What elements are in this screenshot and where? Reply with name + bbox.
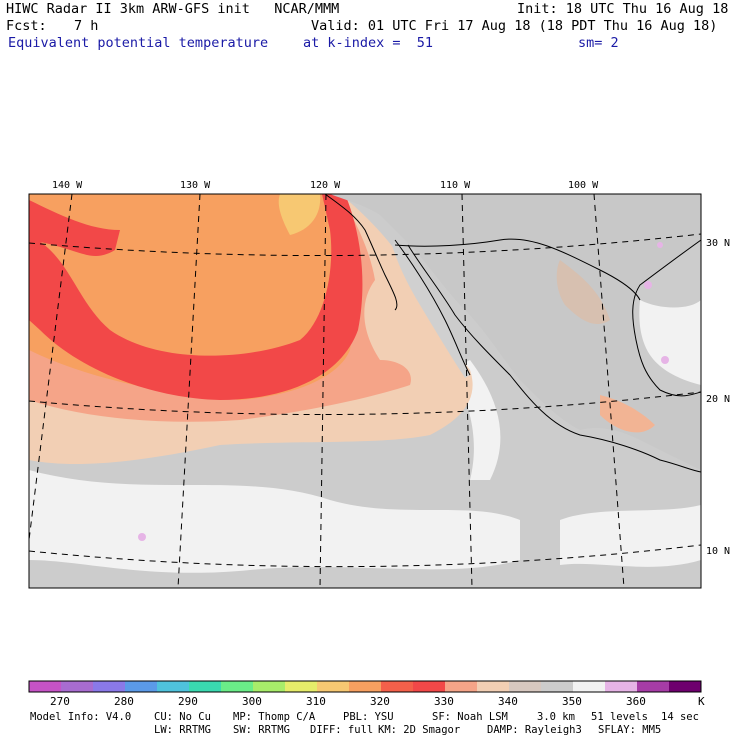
latitude-label: 10 N: [706, 546, 730, 557]
colorbar-swatch: [285, 681, 317, 692]
colorbar-swatch: [509, 681, 541, 692]
longitude-label: 100 W: [568, 180, 599, 191]
grid-resolution: 3.0 km: [537, 711, 575, 723]
model-info: Model Info: V4.0: [30, 711, 132, 723]
colorbar-swatch: [605, 681, 637, 692]
us-mexico-border: [394, 238, 641, 301]
theta-e-330-band-north: [29, 200, 120, 256]
colorbar-label: 340: [498, 695, 518, 708]
colorbar-swatch: [669, 681, 701, 692]
surface-scheme: SF: Noah LSM: [432, 711, 508, 723]
theta-e-355-speck: [644, 281, 652, 289]
colorbar: [28, 680, 702, 693]
colorbar-label: 360: [626, 695, 646, 708]
baja-west-coast: [394, 239, 471, 376]
colorbar-swatch: [381, 681, 413, 692]
colorbar-label: 320: [370, 695, 390, 708]
baja-peninsula: [392, 240, 470, 378]
cumulus-scheme: CU: No Cu: [154, 711, 211, 723]
colorbar-swatch: [157, 681, 189, 692]
theta-e-355-speck: [661, 356, 669, 364]
latitude-label: 20 N: [706, 394, 730, 405]
theta-e-330-band: [29, 194, 363, 400]
tropical-band-east: [560, 505, 701, 567]
diffusion-option: DIFF: full: [310, 724, 374, 736]
colorbar-swatch: [61, 681, 93, 692]
km-option: KM: 2D Smagor: [378, 724, 461, 736]
colorbar-swatch: [349, 681, 381, 692]
forecast-label: Fcst:: [6, 18, 47, 34]
colorbar-swatch: [93, 681, 125, 692]
colorbar-swatch: [541, 681, 573, 692]
init-time: Init: 18 UTC Thu 16 Aug 18: [517, 1, 729, 17]
land-warm-patch: [556, 260, 610, 325]
gulf-coast: [632, 239, 701, 397]
vertical-levels: 51 levels: [591, 711, 648, 723]
time-step: 14 sec: [661, 711, 699, 723]
theta-e-315-patch: [278, 194, 321, 235]
parallel-30n: [29, 233, 701, 257]
latitude-label: 30 N: [706, 238, 730, 249]
colorbar-unit: K: [698, 695, 705, 708]
longwave-scheme: LW: RRTMG: [154, 724, 211, 736]
longitude-label: 130 W: [180, 180, 211, 191]
level-index: at k-index = 51: [303, 35, 434, 51]
map-field: [29, 194, 701, 588]
colorbar-label: 330: [434, 695, 454, 708]
valid-time: Valid: 01 UTC Fri 17 Aug 18 (18 PDT Thu …: [311, 18, 718, 34]
colorbar-label: 350: [562, 695, 582, 708]
gulf-white: [639, 300, 701, 385]
pbl-scheme: PBL: YSU: [343, 711, 394, 723]
smoothing: sm= 2: [578, 35, 619, 51]
us-west-coast: [324, 194, 398, 311]
colorbar-label: 280: [114, 695, 134, 708]
coastlines: [324, 194, 701, 473]
colorbar-swatch: [125, 681, 157, 692]
land-warm-patch-south: [600, 395, 655, 433]
colorbar-swatch: [253, 681, 285, 692]
colorbar-swatch: [317, 681, 349, 692]
colorbar-swatch: [413, 681, 445, 692]
tropical-band: [29, 470, 520, 573]
theta-e-355-speck: [138, 533, 146, 541]
colorbar-swatch: [189, 681, 221, 692]
colorbar-swatch: [573, 681, 605, 692]
longitude-label: 120 W: [310, 180, 341, 191]
longitude-label: 110 W: [440, 180, 471, 191]
damping-option: DAMP: Rayleigh3: [487, 724, 582, 736]
colorbar-swatch: [221, 681, 253, 692]
colorbar-label: 290: [178, 695, 198, 708]
colorbar-label: 310: [306, 695, 326, 708]
colorbar-swatch: [445, 681, 477, 692]
colorbar-frame: [28, 680, 702, 693]
surface-layer-scheme: SFLAY: MM5: [598, 724, 662, 736]
forecast-hour: 7 h: [74, 18, 99, 34]
map-frame: [28, 193, 702, 589]
microphysics-scheme: MP: Thomp C/A: [233, 711, 316, 723]
colorbar-swatch: [29, 681, 61, 692]
shortwave-scheme: SW: RRTMG: [233, 724, 290, 736]
colorbar-label: 270: [50, 695, 70, 708]
longitude-labels: 140 W 130 W 120 W 110 W 100 W: [52, 180, 599, 191]
longitude-label: 140 W: [52, 180, 83, 191]
graticule: [29, 194, 701, 588]
plot-title: HIWC Radar II 3km ARW-GFS init NCAR/MMM: [6, 1, 340, 17]
meridian-140w: [29, 194, 73, 541]
latitude-labels: 30 N 20 N 10 N: [706, 238, 730, 557]
colorbar-swatch: [477, 681, 509, 692]
colorbar-swatch: [637, 681, 669, 692]
field-name: Equivalent potential temperature: [8, 35, 269, 51]
colorbar-label: 300: [242, 695, 262, 708]
theta-e-355-speck: [657, 242, 663, 248]
mexico-pacific-coast: [407, 244, 701, 473]
